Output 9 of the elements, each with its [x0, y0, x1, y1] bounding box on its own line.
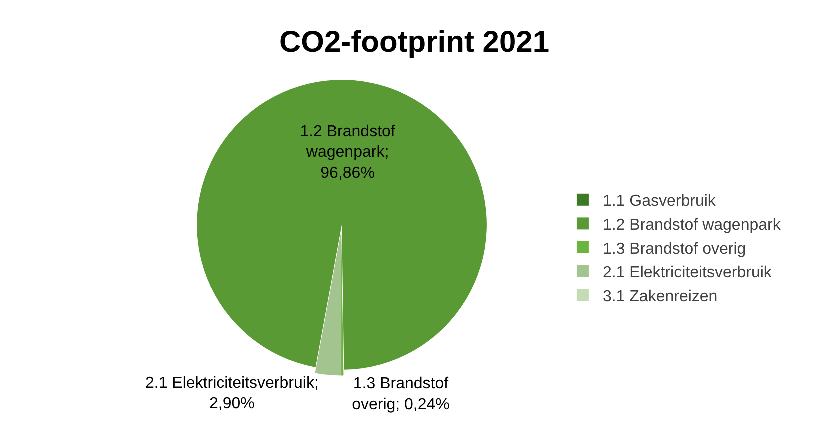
chart-title: CO2-footprint 2021	[279, 26, 550, 60]
data-label: 1.2 Brandstof wagenpark; 96,86%	[300, 123, 396, 182]
legend-label: 1.1 Gasverbruik	[602, 193, 717, 210]
legend-label: 3.1 Zakenreizen	[602, 288, 718, 306]
legend-label: 1.3 Brandstof overig	[602, 240, 746, 258]
data-label: 2.1 Elektriciteitsverbruik; 2,90%	[145, 374, 319, 413]
data-label: 1.3 Brandstof overig; 0,24%	[352, 376, 450, 414]
legend-label: 1.2 Brandstof wagenpark	[602, 216, 782, 234]
legend-label: 2.1 Elektriciteitsverbruik	[602, 264, 773, 282]
